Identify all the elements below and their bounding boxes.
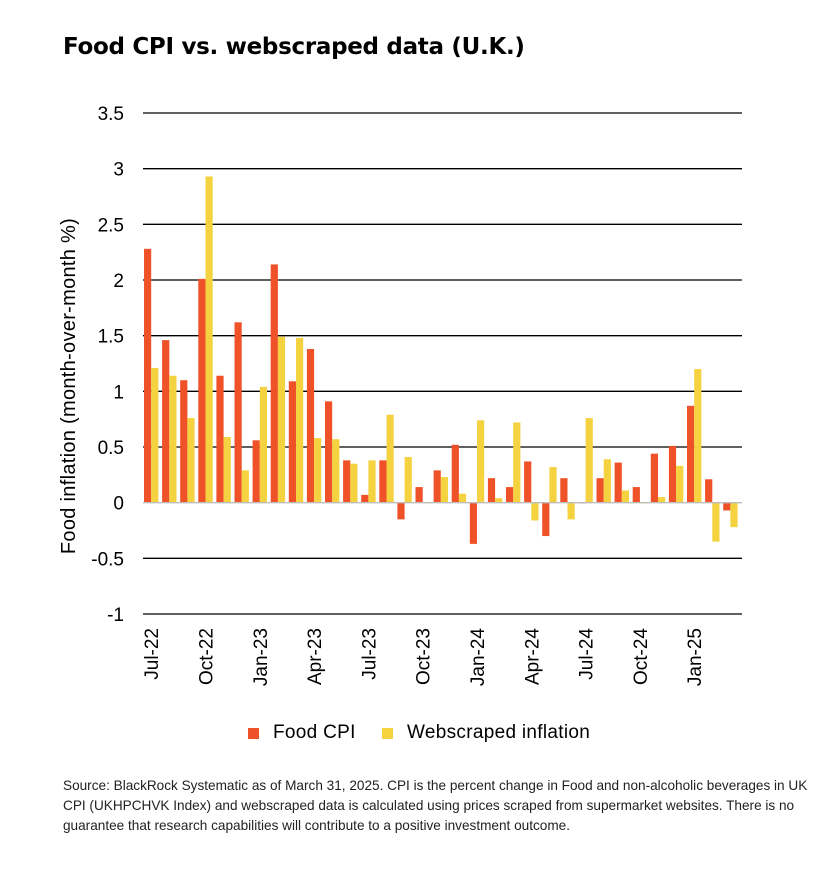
x-tick-label: Apr-23 [305, 628, 326, 685]
y-tick-label: 1.5 [98, 327, 124, 348]
x-tick-label: Jan-23 [251, 628, 272, 686]
bar-webscraped [350, 463, 358, 503]
bar-food-cpi [560, 478, 568, 503]
bar-food-cpi [216, 375, 224, 503]
bar-webscraped [658, 497, 666, 503]
x-tick-label: Oct-23 [414, 628, 435, 685]
bar-food-cpi [306, 349, 315, 503]
bar-webscraped [404, 457, 412, 503]
bar-webscraped [477, 420, 485, 503]
bar-food-cpi [650, 453, 658, 503]
bar-webscraped [712, 502, 720, 542]
y-tick-label: -1 [107, 605, 124, 626]
bar-food-cpi [180, 380, 188, 503]
bar-food-cpi [506, 487, 514, 503]
y-tick-label: 2 [113, 271, 124, 292]
bar-food-cpi [542, 502, 550, 537]
chart-plot: -1 -0.5 0 0.5 1 1.5 2 2.5 3 3.5 Food inflation (mo… [58, 104, 742, 687]
bar-webscraped [676, 465, 684, 503]
x-tick-label: Jan-25 [685, 628, 706, 686]
legend-swatch-webscraped [382, 727, 393, 739]
bar-webscraped [241, 470, 249, 503]
x-tick-label: Jan-24 [468, 628, 489, 687]
bar-webscraped [603, 459, 611, 503]
bar-webscraped [259, 386, 267, 503]
y-tick-label: 2.5 [98, 215, 124, 236]
bar-food-cpi [325, 401, 333, 503]
bar-food-cpi [144, 248, 152, 503]
bar-webscraped [386, 414, 394, 503]
bar-webscraped [531, 502, 539, 521]
bar-food-cpi [379, 460, 387, 503]
bar-webscraped [314, 438, 322, 503]
bar-webscraped [694, 369, 702, 503]
bar-food-cpi [433, 470, 441, 503]
legend-label-food-cpi: Food CPI [273, 722, 356, 743]
bar-webscraped [585, 418, 593, 503]
legend-swatch-food-cpi [248, 727, 259, 739]
bar-webscraped [223, 436, 231, 503]
chart-title: Food CPI vs. webscraped data (U.K.) [63, 34, 525, 60]
bar-food-cpi [415, 487, 423, 503]
bar-food-cpi [632, 487, 640, 503]
bar-webscraped [440, 477, 448, 503]
bar-food-cpi [343, 460, 351, 503]
bar-food-cpi [198, 278, 206, 503]
bar-food-cpi [596, 478, 604, 503]
source-note: Source: BlackRock Systematic as of March… [63, 778, 808, 833]
bar-food-cpi [614, 462, 622, 503]
bar-webscraped [730, 502, 738, 528]
x-tick-label: Jul-23 [359, 628, 380, 680]
bar-food-cpi [397, 502, 405, 520]
legend-item-food-cpi: Food CPI [248, 722, 356, 744]
y-tick-label: 1 [113, 382, 124, 403]
bar-food-cpi [469, 502, 477, 544]
bar-webscraped [169, 375, 177, 503]
bar-food-cpi [234, 322, 242, 503]
bar-food-cpi [487, 478, 496, 503]
bar-webscraped [458, 493, 467, 503]
bar-food-cpi [162, 340, 170, 503]
x-tick-label: Oct-24 [631, 628, 652, 685]
y-tick-label: 0 [113, 494, 124, 515]
bar-webscraped [368, 460, 376, 503]
bar-food-cpi [451, 444, 459, 503]
legend-item-webscraped: Webscraped inflation [382, 722, 590, 744]
y-tick-label: -0.5 [91, 549, 124, 570]
bar-webscraped [277, 336, 286, 503]
bar-webscraped [567, 502, 575, 520]
y-tick-label: 3.5 [98, 104, 124, 125]
bar-food-cpi [270, 264, 278, 503]
y-tick-label: 0.5 [98, 438, 124, 459]
bar-webscraped [187, 418, 195, 503]
bar-food-cpi [288, 381, 296, 503]
bar-webscraped [621, 490, 629, 503]
bar-food-cpi [687, 405, 695, 503]
bar-food-cpi [252, 440, 260, 503]
y-axis-label: Food inflation (month-over-month %) [58, 218, 80, 554]
x-tick-label: Apr-24 [522, 628, 543, 685]
bar-webscraped [495, 498, 503, 503]
x-tick-label: Jul-24 [577, 628, 598, 680]
y-tick-label: 3 [113, 160, 124, 181]
bar-food-cpi [361, 494, 369, 503]
bar-webscraped [513, 422, 521, 503]
bar-webscraped [332, 439, 340, 503]
x-tick-label: Oct-22 [197, 628, 218, 685]
bar-food-cpi [723, 502, 731, 511]
legend-label-webscraped: Webscraped inflation [407, 722, 591, 743]
bar-food-cpi [705, 479, 713, 503]
bar-food-cpi [668, 445, 677, 503]
bar-webscraped [151, 367, 159, 503]
bar-food-cpi [524, 461, 532, 503]
x-tick-label: Jul-22 [142, 628, 163, 680]
bar-webscraped [549, 467, 557, 503]
bar-webscraped [296, 337, 304, 503]
bar-webscraped [205, 176, 213, 503]
